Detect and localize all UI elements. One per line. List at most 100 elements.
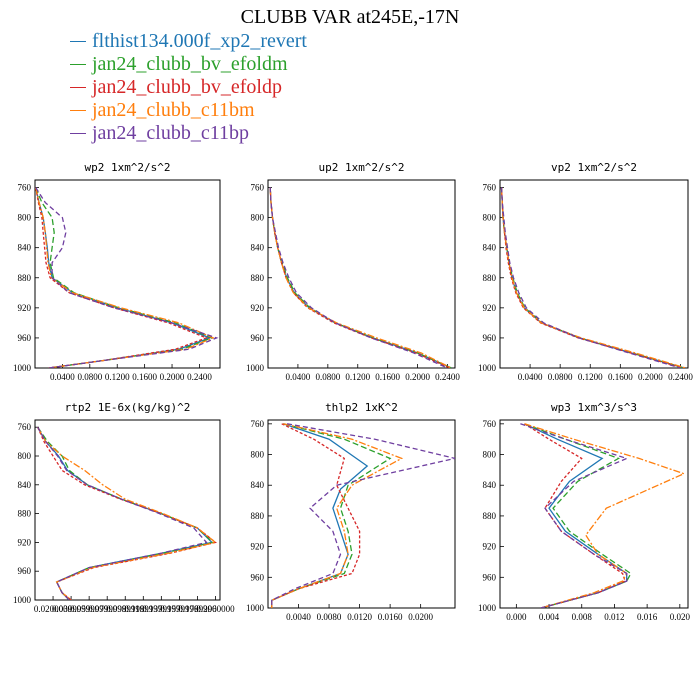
y-tick-label: 920 <box>251 303 265 313</box>
x-tick-label: 0.2400 <box>668 372 693 382</box>
x-tick-label: 0.008 <box>572 612 593 622</box>
legend-swatch <box>70 41 86 42</box>
legend-label: flthist134.000f_xp2_revert <box>92 30 307 52</box>
y-tick-label: 760 <box>251 419 265 429</box>
x-tick-label: 0.0400 <box>518 372 543 382</box>
x-tick-label: 0.1399997 <box>142 604 181 614</box>
x-tick-label: 0.1600 <box>608 372 633 382</box>
panel-title: wp3 1xm^3/s^3 <box>551 401 637 414</box>
series-line-2 <box>37 426 215 600</box>
legend-item: flthist134.000f_xp2_revert <box>70 30 307 53</box>
y-tick-label: 920 <box>483 542 497 552</box>
series-line-2 <box>35 187 214 368</box>
series-line-4 <box>35 187 215 368</box>
chart-panel: thlp2 1xK^2 760 800 840 880 920 960 1000 0.0040 0… <box>246 401 456 622</box>
y-tick-label: 880 <box>483 511 497 521</box>
x-tick-label: 0.000 <box>506 612 527 622</box>
x-tick-label: 0.2000 <box>638 372 663 382</box>
x-tick-label: 0.1200 <box>345 372 370 382</box>
panel-title: rtp2 1E-6x(kg/kg)^2 <box>65 401 191 414</box>
y-tick-label: 760 <box>18 422 32 432</box>
y-tick-label: 880 <box>251 511 265 521</box>
series-line-3 <box>35 187 209 368</box>
series-line-3 <box>271 423 361 608</box>
y-tick-label: 760 <box>483 419 497 429</box>
x-tick-label: 0.012 <box>604 612 624 622</box>
panel-frame <box>499 419 689 609</box>
series-line-2 <box>524 423 632 608</box>
x-tick-label: 0.0040 <box>286 612 311 622</box>
x-tick-label: 0.0400 <box>286 372 311 382</box>
y-tick-label: 800 <box>18 213 32 223</box>
series-line-3 <box>524 423 626 608</box>
panel-frame <box>267 179 456 369</box>
series-line-1 <box>37 426 214 600</box>
series-line-4 <box>269 187 452 368</box>
x-tick-label: 0.0120 <box>347 612 372 622</box>
legend-item: jan24_clubb_c11bm <box>70 99 307 122</box>
y-tick-label: 840 <box>18 243 32 253</box>
panel-title: vp2 1xm^2/s^2 <box>551 161 637 174</box>
x-tick-label: 0.0800 <box>77 372 102 382</box>
x-tick-label: 0.0080 <box>317 612 342 622</box>
y-tick-label: 960 <box>251 572 265 582</box>
y-tick-label: 840 <box>251 243 265 253</box>
y-tick-label: 800 <box>18 451 32 461</box>
panel-frame <box>267 419 456 609</box>
panel-title: up2 1xm^2/s^2 <box>318 161 404 174</box>
series-line-5 <box>37 426 208 600</box>
series-line-4 <box>500 187 686 368</box>
series-line-1 <box>524 423 628 608</box>
y-tick-label: 960 <box>251 333 265 343</box>
legend-item: jan24_clubb_c11bp <box>70 122 307 145</box>
series-line-2 <box>271 423 392 608</box>
series-line-5 <box>269 187 448 368</box>
x-tick-label: 0.0800 <box>315 372 340 382</box>
x-tick-label: 0.2000000 <box>196 604 235 614</box>
x-tick-label: 0.0399999 <box>52 604 91 614</box>
x-tick-label: 0.0799998 <box>88 604 127 614</box>
series-line-5 <box>271 423 455 608</box>
x-tick-label: 0.2400 <box>187 372 212 382</box>
y-tick-label: 800 <box>483 450 497 460</box>
series-line-1 <box>269 187 452 368</box>
legend-swatch <box>70 133 86 134</box>
legend-swatch <box>70 87 86 88</box>
chart-panel: wp2 1xm^2/s^2 760 800 840 880 920 960 1000 0.040… <box>13 161 221 382</box>
y-tick-label: 920 <box>18 303 32 313</box>
x-tick-label: 0.2000 <box>160 372 185 382</box>
y-tick-label: 960 <box>483 333 497 343</box>
panel-frame <box>34 419 221 601</box>
y-tick-label: 760 <box>251 183 265 193</box>
y-tick-label: 840 <box>483 480 497 490</box>
y-tick-label: 760 <box>483 183 497 193</box>
legend-label: jan24_clubb_bv_efoldm <box>92 53 288 75</box>
y-tick-label: 920 <box>251 542 265 552</box>
y-tick-label: 760 <box>18 183 32 193</box>
x-tick-label: 0.1600 <box>132 372 157 382</box>
series-line-5 <box>520 423 629 608</box>
y-tick-label: 920 <box>18 537 32 547</box>
chart-panel: wp3 1xm^3/s^3 760 800 840 880 920 960 1000 0.000… <box>478 401 690 622</box>
series-line-4 <box>524 423 686 608</box>
x-tick-label: 0.1199997 <box>124 604 162 614</box>
x-tick-label: 0.0200000 <box>34 604 73 614</box>
y-tick-label: 840 <box>18 480 32 490</box>
figure-title: CLUBB VAR at245E,-17N <box>240 6 460 28</box>
series-line-5 <box>35 187 219 368</box>
x-tick-label: 0.020 <box>670 612 691 622</box>
y-tick-label: 1000 <box>13 595 32 605</box>
panel-title: thlp2 1xK^2 <box>325 401 398 414</box>
y-tick-label: 880 <box>18 273 32 283</box>
y-tick-label: 840 <box>251 480 265 490</box>
legend-label: jan24_clubb_c11bm <box>92 99 255 121</box>
legend-label: jan24_clubb_bv_efoldp <box>92 76 282 98</box>
y-tick-label: 1000 <box>246 603 265 613</box>
y-tick-label: 920 <box>483 303 497 313</box>
x-tick-label: 0.1200 <box>578 372 603 382</box>
x-tick-label: 0.2400 <box>435 372 460 382</box>
y-tick-label: 840 <box>483 243 497 253</box>
x-tick-label: 0.004 <box>539 612 560 622</box>
legend-label: jan24_clubb_c11bp <box>92 122 250 144</box>
